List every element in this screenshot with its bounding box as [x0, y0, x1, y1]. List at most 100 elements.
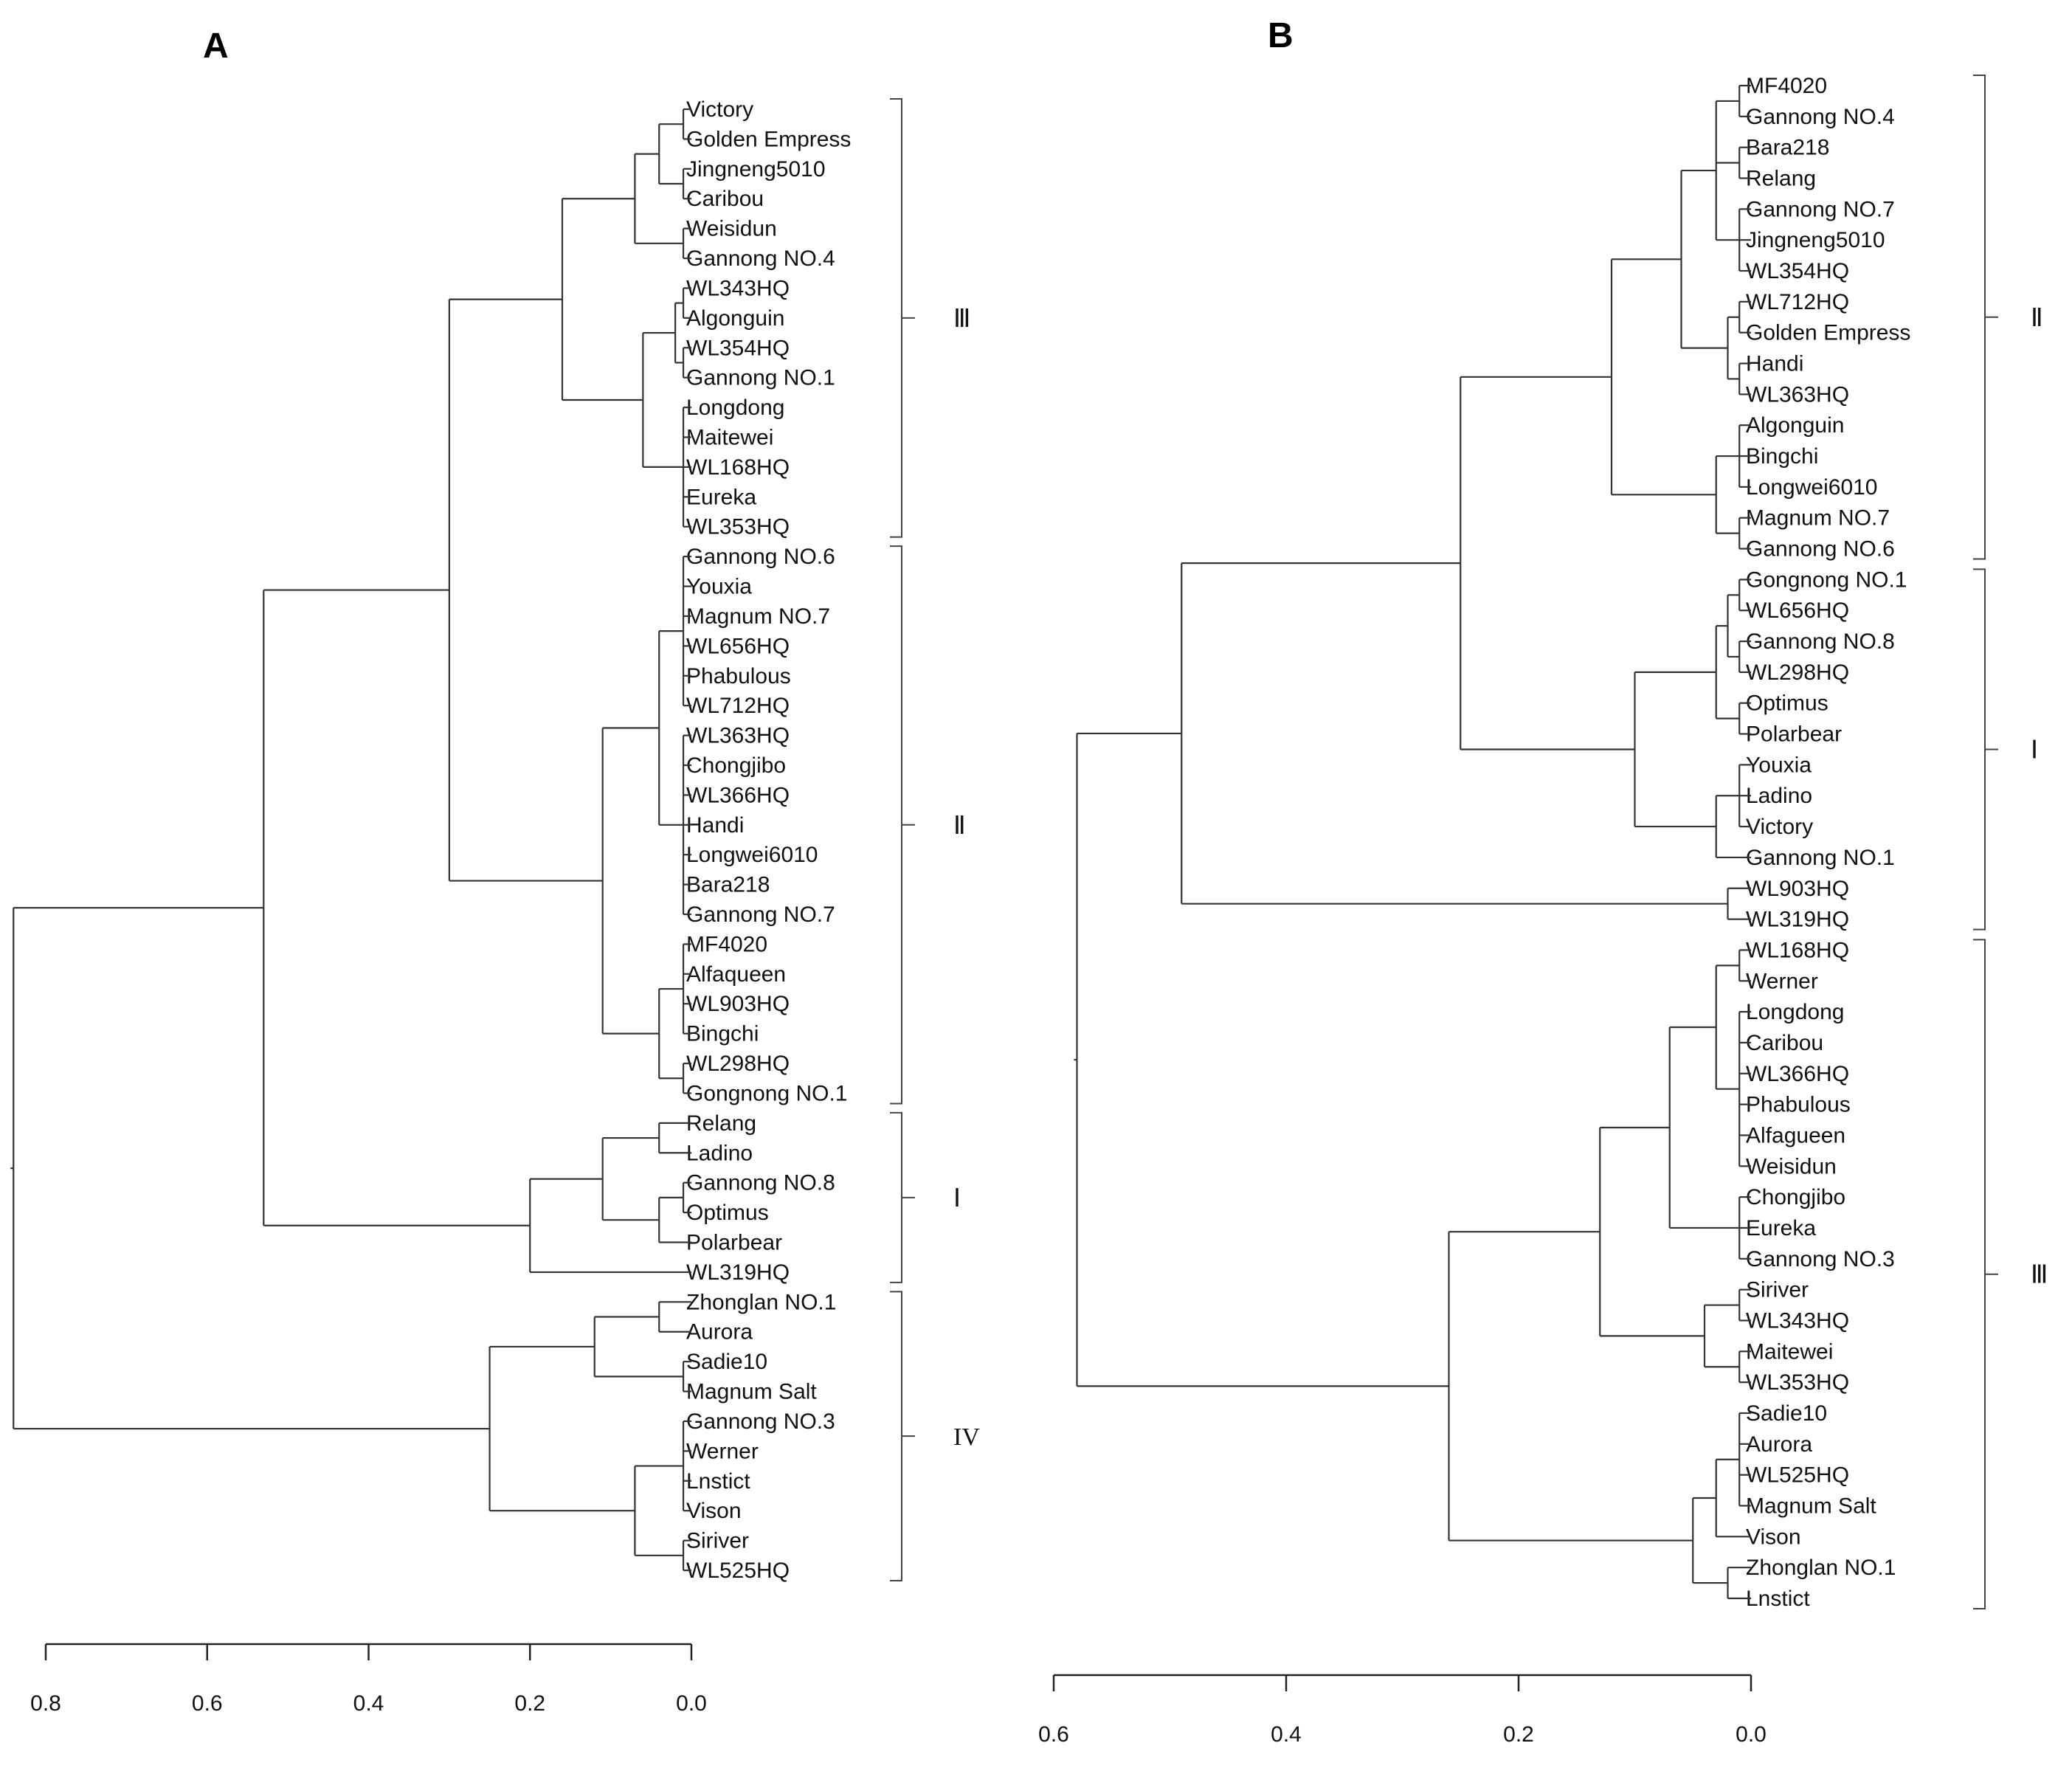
leaf-label: Longwei6010 — [686, 843, 818, 867]
leaf-label: WL319HQ — [686, 1260, 790, 1285]
leaf-label: Zhonglan NO.1 — [686, 1290, 836, 1314]
leaf-label: Ladino — [686, 1141, 753, 1165]
leaf-label: Bara218 — [1746, 136, 1829, 160]
leaf-label: Caribou — [686, 187, 764, 211]
leaf-label: Algonguin — [686, 306, 784, 331]
leaf-label: Siriver — [1746, 1278, 1809, 1302]
leaf-label: Bingchi — [1746, 444, 1818, 469]
leaf-label: Alfagueen — [1746, 1123, 1845, 1147]
leaf-label: MF4020 — [686, 932, 767, 956]
leaf-label: Gongnong NO.1 — [686, 1081, 847, 1105]
leaf-label: Chongjibo — [1746, 1185, 1845, 1209]
group-label: Ⅲ — [953, 306, 970, 333]
leaf-label: Handi — [1746, 352, 1803, 376]
leaf-label: Gannong NO.6 — [686, 545, 835, 569]
leaf-label: Gannong NO.4 — [1746, 105, 1895, 129]
leaf-label: Gannong NO.8 — [686, 1171, 835, 1195]
group-label: Ⅲ — [2031, 1262, 2048, 1289]
leaf-label: Magnum Salt — [1746, 1494, 1876, 1518]
leaf-label: WL298HQ — [1746, 660, 1849, 685]
leaf-label: Sadie10 — [686, 1350, 767, 1374]
leaf-label: WL363HQ — [686, 724, 790, 748]
leaf-label: Jingneng5010 — [1746, 228, 1885, 252]
axis-tick-label: 0.2 — [1503, 1722, 1534, 1747]
leaf-label: WL366HQ — [1746, 1062, 1849, 1086]
leaf-label: WL712HQ — [686, 694, 790, 718]
axis-tick-label: 0.0 — [676, 1691, 707, 1716]
leaf-label: WL525HQ — [1746, 1463, 1849, 1488]
leaf-label: Lnstict — [686, 1469, 750, 1494]
leaf-label: Longwei6010 — [1746, 475, 1878, 500]
group-label: Ⅰ — [2031, 736, 2038, 764]
leaf-label: WL903HQ — [1746, 877, 1849, 901]
axis-tick-label: 0.4 — [1271, 1722, 1302, 1747]
leaf-label: WL168HQ — [1746, 938, 1849, 962]
group-label: IV — [953, 1423, 980, 1451]
leaf-label: Youxia — [686, 575, 752, 599]
panel-b-dendrogram: MF4020 Gannong NO.4 Bara218 Relang Gannong N… — [1038, 74, 2048, 1747]
leaf-label: Gannong NO.6 — [1746, 537, 1895, 562]
group-bracket — [1973, 568, 1998, 931]
leaf-label: Ladino — [1746, 784, 1812, 808]
leaf-label: Vison — [686, 1499, 742, 1523]
leaf-label: Golden Empress — [686, 127, 851, 151]
leaf-label: WL354HQ — [686, 336, 790, 360]
group-bracket — [1973, 75, 1998, 560]
leaf-label: Bara218 — [686, 873, 770, 897]
leaf-label: Handi — [686, 813, 744, 838]
leaf-label: Optimus — [686, 1201, 769, 1225]
axis-tick-label: 0.6 — [192, 1691, 223, 1716]
leaf-label: Gannong NO.7 — [1746, 197, 1895, 221]
leaf-label: Longdong — [1746, 1000, 1844, 1024]
leaf-label: WL354HQ — [1746, 259, 1849, 283]
leaf-label: WL363HQ — [1746, 382, 1849, 407]
axis-tick-label: 0.0 — [1736, 1722, 1767, 1747]
leaf-label: Magnum NO.7 — [1746, 506, 1890, 531]
leaf-label: Werner — [1746, 969, 1818, 993]
leaf-label: Caribou — [1746, 1031, 1823, 1055]
leaf-label: Eureka — [686, 485, 756, 509]
group-label: Ⅱ — [953, 812, 966, 840]
leaf-label: Phabulous — [686, 664, 791, 688]
leaf-label: WL656HQ — [686, 634, 790, 658]
leaf-label: Maitewei — [1746, 1339, 1833, 1364]
leaf-label: Longdong — [686, 396, 784, 420]
leaf-label: Jingneng5010 — [686, 157, 826, 182]
leaf-label: Relang — [686, 1111, 756, 1136]
leaf-label: Aurora — [1746, 1432, 1812, 1457]
leaf-label: Youxia — [1746, 753, 1812, 777]
leaf-label: Weisidun — [686, 217, 777, 241]
leaf-label: WL525HQ — [686, 1559, 790, 1583]
leaf-label: WL353HQ — [686, 515, 790, 539]
leaf-label: Optimus — [1746, 691, 1828, 716]
leaf-label: Gannong NO.7 — [686, 902, 835, 927]
leaf-label: Eureka — [1746, 1216, 1816, 1240]
leaf-label: Weisidun — [1746, 1154, 1837, 1178]
leaf-label: WL656HQ — [1746, 598, 1849, 623]
leaf-label: Sadie10 — [1746, 1401, 1827, 1426]
leaf-label: Victory — [1746, 815, 1813, 839]
leaf-label: WL353HQ — [1746, 1370, 1849, 1395]
axis-tick-label: 0.4 — [353, 1691, 384, 1716]
axis-tick-label: 0.6 — [1038, 1722, 1069, 1747]
leaf-label: Golden Empress — [1746, 321, 1910, 345]
leaf-label: WL319HQ — [1746, 908, 1849, 932]
leaf-label: Magnum Salt — [686, 1380, 817, 1404]
leaf-label: Siriver — [686, 1529, 749, 1553]
leaf-label: WL903HQ — [686, 992, 790, 1016]
leaf-label: WL168HQ — [686, 455, 790, 480]
leaf-label: Magnum NO.7 — [686, 604, 830, 629]
leaf-label: Gannong NO.8 — [1746, 629, 1895, 654]
leaf-label: Relang — [1746, 167, 1816, 191]
leaf-label: Zhonglan NO.1 — [1746, 1556, 1896, 1580]
group-bracket — [890, 98, 915, 538]
leaf-label: Gannong NO.3 — [686, 1409, 835, 1434]
axis-tick-label: 0.2 — [514, 1691, 545, 1716]
group-bracket — [1973, 939, 1998, 1609]
leaf-label: Victory — [686, 97, 753, 122]
leaf-label: Aurora — [686, 1320, 753, 1345]
leaf-label: Vison — [1746, 1525, 1801, 1549]
group-label: Ⅰ — [953, 1185, 961, 1212]
leaf-label: Gannong NO.1 — [686, 366, 835, 390]
